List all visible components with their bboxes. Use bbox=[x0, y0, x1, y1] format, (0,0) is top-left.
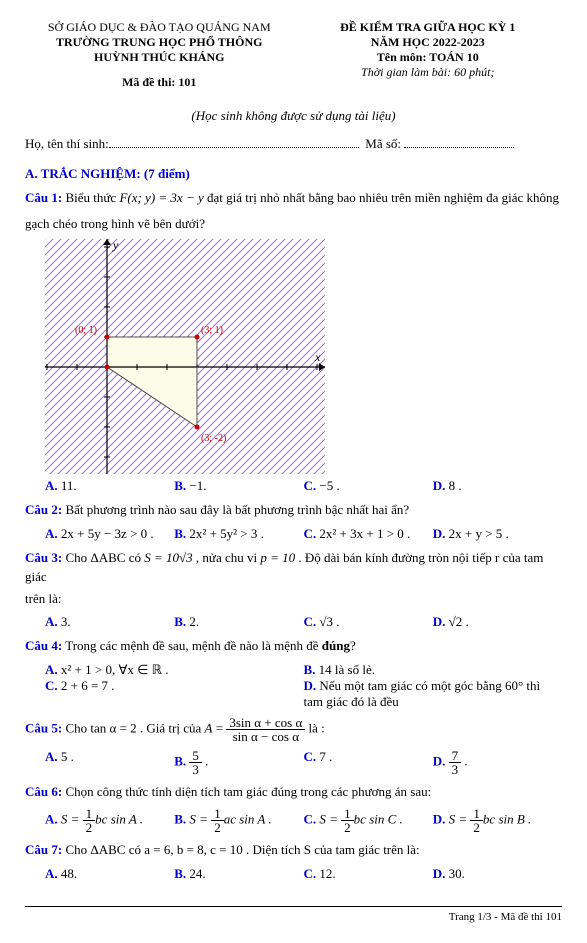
q3-C: √3 . bbox=[319, 614, 339, 629]
q3-pre: Cho ΔABC có bbox=[65, 550, 144, 565]
q1-line2: gạch chéo trong hình vẽ bên dưới? bbox=[25, 214, 562, 234]
q7-label: Câu 7: bbox=[25, 842, 62, 857]
q1-expr: F(x; y) = 3x − y bbox=[119, 190, 203, 205]
q3-A: 3. bbox=[61, 614, 71, 629]
q1-text1: Biểu thức bbox=[65, 190, 119, 205]
exam-subject: Tên môn: TOÁN 10 bbox=[377, 50, 479, 64]
header-left: SỞ GIÁO DỤC & ĐÀO TẠO QUẢNG NAM TRƯỜNG T… bbox=[25, 20, 294, 90]
feasible-region-graph: y x (0; 1) (3; 1) (3; -2) bbox=[45, 239, 325, 474]
q5-A-eq: A bbox=[205, 720, 213, 735]
exam-code: Mã đề thi: 101 bbox=[122, 75, 196, 89]
q4-C: 2 + 6 = 7 . bbox=[61, 678, 115, 693]
section-a-title: A. TRẮC NGHIỆM: (7 điểm) bbox=[25, 166, 562, 182]
q5-A: 5 . bbox=[61, 749, 74, 764]
question-5: Câu 5: Cho tan α = 2 . Giá trị của A = 3… bbox=[25, 716, 562, 743]
q6-D-post: bc sin B . bbox=[483, 811, 531, 826]
header-right: ĐỀ KIỂM TRA GIỮA HỌC KỲ 1 NĂM HỌC 2022-2… bbox=[294, 20, 563, 90]
question-2: Câu 2: Bất phương trình nào sau đây là b… bbox=[25, 500, 562, 520]
exam-title: ĐỀ KIỂM TRA GIỮA HỌC KỲ 1 bbox=[340, 20, 515, 34]
svg-text:(0; 1): (0; 1) bbox=[75, 325, 97, 336]
q6-B-post: ac sin A . bbox=[224, 811, 272, 826]
q6-text: Chọn công thức tính diện tích tam giác đ… bbox=[65, 784, 431, 799]
q1-D: 8 . bbox=[449, 478, 462, 493]
q2-text: Bất phương trình nào sau đây là bất phươ… bbox=[65, 502, 409, 517]
q2-A: 2x + 5y − 3z > 0 . bbox=[61, 526, 154, 541]
q2-label: Câu 2: bbox=[25, 502, 62, 517]
province: SỞ GIÁO DỤC & ĐÀO TẠO QUẢNG NAM bbox=[25, 20, 294, 35]
q5-den: sin α − cos α bbox=[226, 730, 305, 743]
svg-text:y: y bbox=[112, 239, 119, 252]
svg-text:(3; -2): (3; -2) bbox=[201, 433, 226, 444]
q5-B-den: 3 bbox=[189, 763, 202, 776]
q7-text: Cho ΔABC có a = 6, b = 8, c = 10 . Diện … bbox=[65, 842, 419, 857]
q2-D: 2x + y > 5 . bbox=[449, 526, 509, 541]
page-footer: Trang 1/3 - Mã đề thi 101 bbox=[25, 906, 562, 923]
q1-C: −5 . bbox=[319, 478, 339, 493]
name-line: Họ, tên thí sinh: Mã số: bbox=[25, 136, 562, 152]
q3-D: √2 . bbox=[449, 614, 469, 629]
q3-line2: trên là: bbox=[25, 589, 562, 609]
q5-D-num: 7 bbox=[449, 749, 462, 763]
q7-C: 12. bbox=[319, 866, 335, 881]
q5-post: là : bbox=[309, 720, 325, 735]
q5-fraction: 3sin α + cos α sin α − cos α bbox=[226, 716, 305, 743]
q1-text2: đạt giá trị nhỏ nhất bằng bao nhiêu trên… bbox=[207, 190, 559, 205]
school-line-1: TRƯỜNG TRUNG HỌC PHỔ THÔNG bbox=[56, 35, 262, 49]
header: SỞ GIÁO DỤC & ĐÀO TẠO QUẢNG NAM TRƯỜNG T… bbox=[25, 20, 562, 90]
q6-A-pre: S = bbox=[61, 811, 83, 826]
q4-A: x² + 1 > 0, ∀x ∈ ℝ . bbox=[61, 662, 169, 677]
q7-choices: A. 48. B. 24. C. 12. D. 30. bbox=[45, 866, 562, 882]
q6-label: Câu 6: bbox=[25, 784, 62, 799]
q2-C: 2x² + 3x + 1 > 0 . bbox=[319, 526, 410, 541]
name-label: Họ, tên thí sinh: bbox=[25, 136, 109, 151]
question-4: Câu 4: Trong các mệnh đề sau, mệnh đề nà… bbox=[25, 636, 562, 656]
question-6: Câu 6: Chọn công thức tính diện tích tam… bbox=[25, 782, 562, 802]
q7-D: 30. bbox=[449, 866, 465, 881]
exam-duration: Thời gian làm bài: 60 phút; bbox=[361, 65, 494, 79]
q2-choices: A. 2x + 5y − 3z > 0 . B. 2x² + 5y² > 3 .… bbox=[45, 526, 562, 542]
q5-D-den: 3 bbox=[449, 763, 462, 776]
q4-B: 14 là số lẻ. bbox=[319, 662, 375, 677]
svg-text:x: x bbox=[314, 350, 321, 364]
svg-text:(3; 1): (3; 1) bbox=[201, 325, 223, 336]
question-1: Câu 1: Biểu thức F(x; y) = 3x − y đạt gi… bbox=[25, 188, 562, 208]
school-line-2: HUỲNH THÚC KHÁNG bbox=[94, 50, 224, 64]
exam-year: NĂM HỌC 2022-2023 bbox=[371, 35, 485, 49]
q3-B: 2. bbox=[189, 614, 199, 629]
note: (Học sinh không được sử dụng tài liệu) bbox=[25, 108, 562, 124]
code-label: Mã số: bbox=[365, 136, 401, 151]
q1-label: Câu 1: bbox=[25, 190, 62, 205]
question-7: Câu 7: Cho ΔABC có a = 6, b = 8, c = 10 … bbox=[25, 840, 562, 860]
q6-C-post: bc sin C . bbox=[354, 811, 403, 826]
q1-A: 11. bbox=[61, 478, 77, 493]
q4-label: Câu 4: bbox=[25, 638, 62, 653]
q3-mid: , nửa chu vi bbox=[196, 550, 260, 565]
q1-B: −1. bbox=[189, 478, 206, 493]
q3-S: S = 10√3 bbox=[144, 550, 192, 565]
q4-text: Trong các mệnh đề sau, mệnh đề nào là mệ… bbox=[65, 638, 322, 653]
q5-num: 3sin α + cos α bbox=[226, 716, 305, 730]
q7-A: 48. bbox=[61, 866, 77, 881]
q4-D: Nếu một tam giác có một góc bằng 60° thì… bbox=[304, 678, 541, 709]
question-3: Câu 3: Cho ΔABC có S = 10√3 , nửa chu vi… bbox=[25, 548, 562, 587]
q4-choices: A. x² + 1 > 0, ∀x ∈ ℝ . B. 14 là số lẻ. … bbox=[45, 662, 562, 710]
q6-choices: A. S = 12bc sin A . B. S = 12ac sin A . … bbox=[45, 807, 562, 834]
q3-label: Câu 3: bbox=[25, 550, 62, 565]
q5-pre: Cho tan α = 2 . Giá trị của bbox=[65, 720, 204, 735]
q2-B: 2x² + 5y² > 3 . bbox=[189, 526, 263, 541]
q5-label: Câu 5: bbox=[25, 720, 62, 735]
q7-B: 24. bbox=[189, 866, 205, 881]
q5-C: 7 . bbox=[319, 749, 332, 764]
q3-p: p = 10 bbox=[260, 550, 295, 565]
q1-choices: A. 11. B. −1. C. −5 . D. 8 . bbox=[45, 478, 562, 494]
q6-A-post: bc sin A . bbox=[95, 811, 143, 826]
q5-B-num: 5 bbox=[189, 749, 202, 763]
q4-bold: đúng bbox=[322, 638, 350, 653]
q3-choices: A. 3. B. 2. C. √3 . D. √2 . bbox=[45, 614, 562, 630]
q5-choices: A. 5 . B. 53 . C. 7 . D. 73 . bbox=[45, 749, 562, 776]
